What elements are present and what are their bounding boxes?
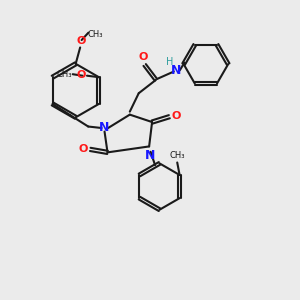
Text: O: O — [171, 110, 181, 121]
Text: O: O — [76, 70, 86, 80]
Text: N: N — [99, 121, 110, 134]
Text: N: N — [145, 149, 155, 162]
Text: N: N — [171, 64, 181, 77]
Text: CH₃: CH₃ — [88, 30, 103, 39]
Text: CH₃: CH₃ — [169, 151, 185, 160]
Text: O: O — [79, 144, 88, 154]
Text: CH₃: CH₃ — [56, 70, 71, 79]
Text: H: H — [166, 57, 173, 67]
Text: O: O — [138, 52, 148, 62]
Text: O: O — [77, 36, 86, 46]
